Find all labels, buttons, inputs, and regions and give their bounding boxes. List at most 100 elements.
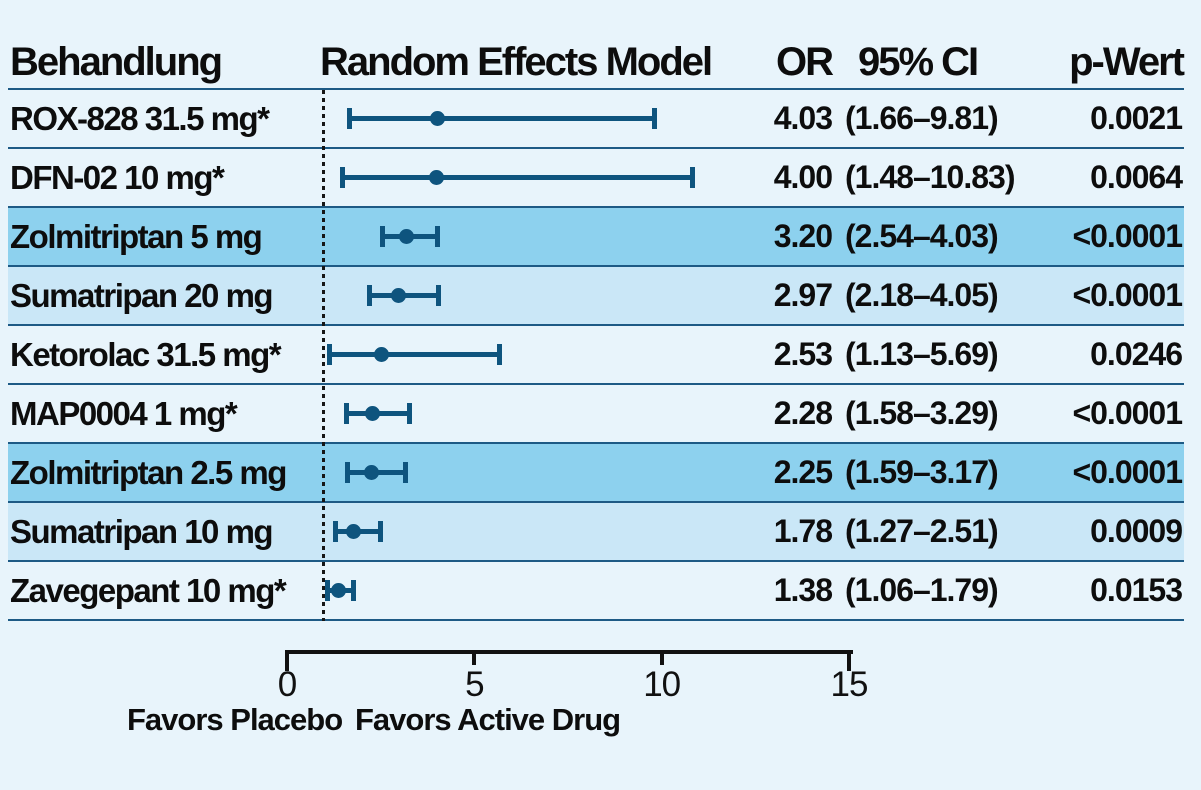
row-ci-value: (2.18–4.05) bbox=[845, 277, 999, 313]
table-row: MAP0004 1 mg* 2.28 (1.58–3.29) <0.0001 bbox=[0, 385, 1201, 444]
row-p-value: 0.0246 bbox=[1090, 336, 1183, 372]
row-band bbox=[8, 385, 1184, 444]
table-row: Ketorolac 31.5 mg* 2.53 (1.13–5.69) 0.02… bbox=[0, 326, 1201, 385]
or-dot bbox=[429, 170, 445, 185]
row-p-value: 0.0021 bbox=[1090, 100, 1183, 136]
or-dot bbox=[399, 229, 415, 244]
or-dot bbox=[331, 583, 347, 598]
ci-cap-high bbox=[435, 285, 441, 306]
row-label: ROX-828 31.5 mg* bbox=[10, 100, 270, 137]
row-ci-value: (1.13–5.69) bbox=[845, 336, 999, 372]
ci-cap-low bbox=[340, 167, 346, 188]
row-or-value: 2.28 bbox=[773, 395, 833, 431]
row-or-value: 4.00 bbox=[773, 159, 833, 195]
favors-active-drug-label: Favors Active Drug bbox=[355, 702, 621, 737]
table-header: Behandlung Random Effects Model OR 95% C… bbox=[0, 0, 1201, 90]
ci-cap-low bbox=[344, 462, 350, 483]
axis-tick bbox=[472, 650, 477, 665]
or-dot bbox=[390, 288, 406, 303]
axis-tick-label: 5 bbox=[465, 665, 484, 704]
ci-cap-high bbox=[651, 108, 657, 129]
ci-cap-low bbox=[347, 108, 353, 129]
ci-cap-high bbox=[434, 226, 440, 247]
row-p-value: 0.0153 bbox=[1090, 572, 1183, 608]
ci-cap-low bbox=[380, 226, 386, 247]
row-p-value: <0.0001 bbox=[1072, 395, 1183, 431]
axis-tick bbox=[285, 650, 289, 671]
ci-line bbox=[329, 352, 501, 357]
row-or-value: 1.78 bbox=[773, 513, 833, 549]
row-ci-value: (1.58–3.29) bbox=[845, 395, 999, 431]
axis-tick bbox=[847, 650, 851, 671]
row-ci-value: (2.54–4.03) bbox=[845, 218, 999, 254]
header-or: OR bbox=[776, 40, 834, 84]
ci-cap-high bbox=[407, 403, 413, 424]
row-label: Sumatripan 10 mg bbox=[10, 513, 274, 550]
reference-line-or-1 bbox=[322, 90, 325, 621]
row-band bbox=[8, 444, 1184, 503]
ci-cap-low bbox=[366, 285, 372, 306]
row-or-value: 1.38 bbox=[773, 572, 833, 608]
row-band bbox=[8, 562, 1184, 621]
header-p-wert: p-Wert bbox=[1069, 40, 1185, 84]
ci-cap-high bbox=[378, 521, 384, 542]
row-p-value: <0.0001 bbox=[1072, 218, 1183, 254]
axis-tick-label: 15 bbox=[830, 665, 869, 704]
row-label: DFN-02 10 mg* bbox=[10, 159, 225, 196]
table-row: Zolmitriptan 5 mg 3.20 (2.54–4.03) <0.00… bbox=[0, 208, 1201, 267]
row-ci-value: (1.66–9.81) bbox=[845, 100, 999, 136]
row-label: Ketorolac 31.5 mg* bbox=[10, 336, 282, 373]
ci-cap-high bbox=[497, 344, 503, 365]
axis-tick bbox=[659, 650, 664, 665]
table-row: Zavegepant 10 mg* 1.38 (1.06–1.79) 0.015… bbox=[0, 562, 1201, 621]
row-or-value: 2.25 bbox=[773, 454, 833, 490]
axis-tick-label: 10 bbox=[643, 665, 681, 704]
or-dot bbox=[346, 524, 362, 539]
table-row: Sumatripan 20 mg 2.97 (2.18–4.05) <0.000… bbox=[0, 267, 1201, 326]
row-ci-value: (1.06–1.79) bbox=[845, 572, 999, 608]
or-dot bbox=[364, 406, 380, 421]
or-dot bbox=[430, 111, 446, 126]
table-row: Sumatripan 10 mg 1.78 (1.27–2.51) 0.0009 bbox=[0, 503, 1201, 562]
axis-tick-label: 0 bbox=[277, 665, 297, 704]
row-label: MAP0004 1 mg* bbox=[10, 395, 238, 432]
row-p-value: <0.0001 bbox=[1072, 277, 1183, 313]
or-dot bbox=[374, 347, 390, 362]
row-band bbox=[8, 208, 1184, 267]
table-row: ROX-828 31.5 mg* 4.03 (1.66–9.81) 0.0021 bbox=[0, 90, 1201, 149]
ci-line bbox=[342, 175, 693, 180]
axis-line bbox=[285, 650, 853, 654]
row-label: Zolmitriptan 5 mg bbox=[10, 218, 263, 255]
row-ci-value: (1.48–10.83) bbox=[845, 159, 1015, 195]
ci-cap-high bbox=[351, 580, 357, 601]
row-ci-value: (1.59–3.17) bbox=[845, 454, 999, 490]
table-row: DFN-02 10 mg* 4.00 (1.48–10.83) 0.0064 bbox=[0, 149, 1201, 208]
row-label: Zolmitriptan 2.5 mg bbox=[10, 454, 287, 491]
ci-cap-high bbox=[689, 167, 695, 188]
row-label: Zavegepant 10 mg* bbox=[10, 572, 287, 609]
row-p-value: <0.0001 bbox=[1072, 454, 1183, 490]
header-ci: 95% CI bbox=[858, 40, 979, 84]
row-label: Sumatripan 20 mg bbox=[10, 277, 274, 314]
row-band bbox=[8, 503, 1184, 562]
ci-cap-low bbox=[324, 580, 330, 601]
row-band bbox=[8, 90, 1184, 149]
row-band bbox=[8, 267, 1184, 326]
header-treatment: Behandlung bbox=[10, 40, 223, 84]
table-row: Zolmitriptan 2.5 mg 2.25 (1.59–3.17) <0.… bbox=[0, 444, 1201, 503]
row-or-value: 2.53 bbox=[773, 336, 833, 372]
row-band bbox=[8, 149, 1184, 208]
or-dot bbox=[363, 465, 379, 480]
ci-cap-high bbox=[402, 462, 408, 483]
row-ci-value: (1.27–2.51) bbox=[845, 513, 999, 549]
ci-line bbox=[349, 116, 655, 121]
header-underline bbox=[8, 88, 1184, 90]
row-or-value: 3.20 bbox=[773, 218, 833, 254]
row-or-value: 4.03 bbox=[773, 100, 833, 136]
ci-cap-low bbox=[327, 344, 333, 365]
row-band bbox=[8, 326, 1184, 385]
row-or-value: 2.97 bbox=[773, 277, 833, 313]
favors-placebo-label: Favors Placebo bbox=[127, 702, 343, 737]
ci-cap-low bbox=[332, 521, 338, 542]
